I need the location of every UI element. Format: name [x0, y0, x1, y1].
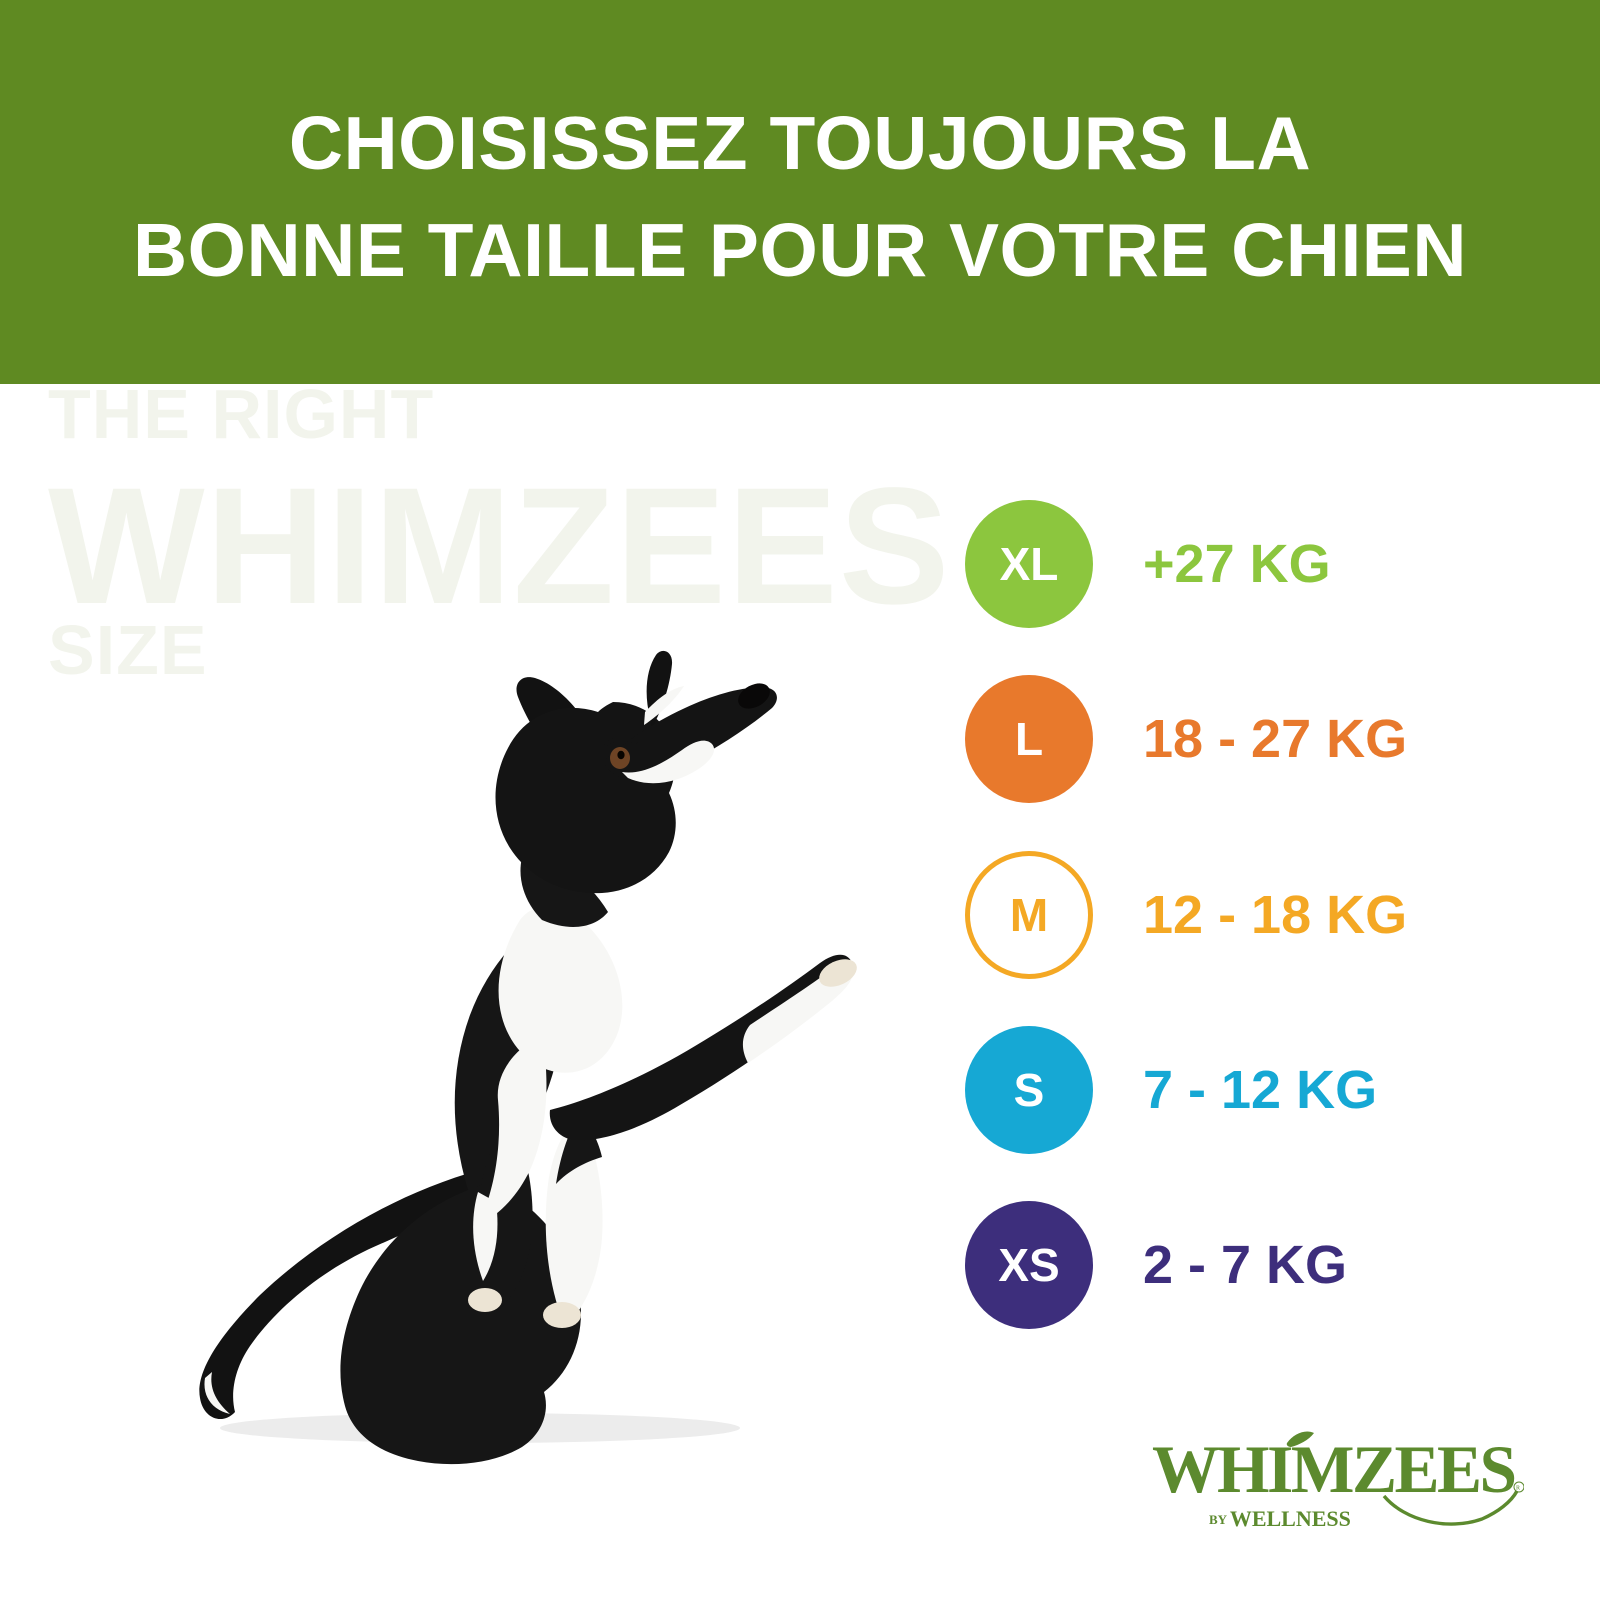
- svg-text:R: R: [1516, 1486, 1520, 1492]
- svg-text:WHIMZEES: WHIMZEES: [1152, 1432, 1515, 1507]
